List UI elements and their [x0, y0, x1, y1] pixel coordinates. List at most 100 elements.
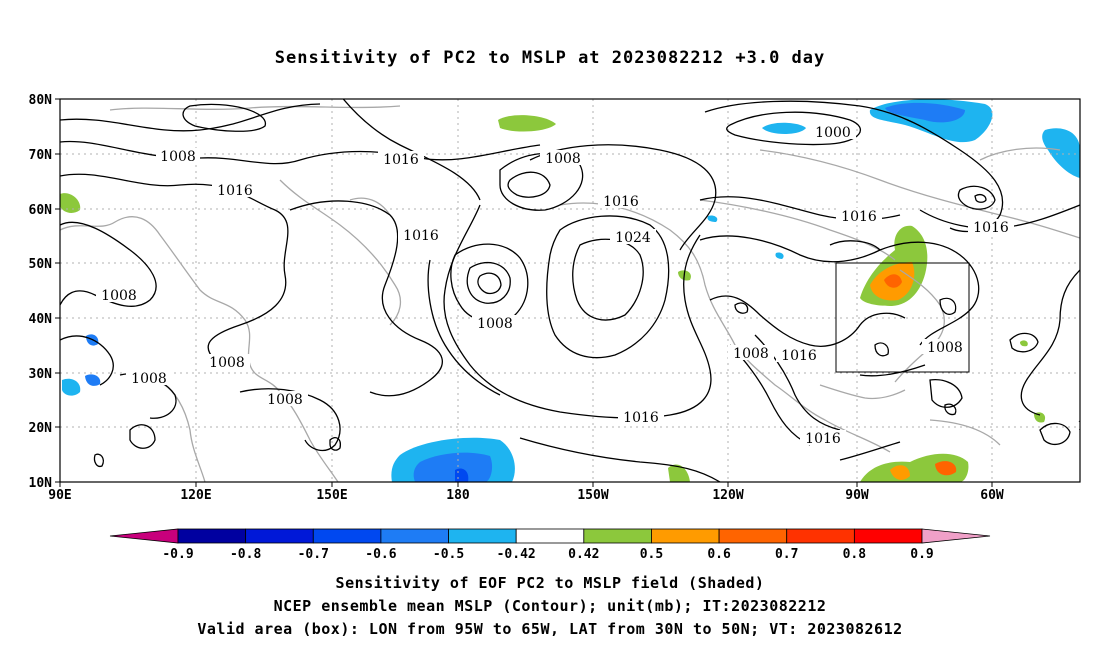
- colorbar-label: -0.9: [162, 547, 193, 562]
- contour-label: 1016: [776, 347, 822, 364]
- svg-text:1016: 1016: [383, 152, 419, 168]
- positive-shading-caribbean: [860, 453, 969, 482]
- negative-shading-small-1: [707, 215, 718, 222]
- positive-shading-atlantic-2: [1020, 340, 1028, 347]
- svg-text:1008: 1008: [267, 392, 303, 408]
- positive-shading-pacific-east: [668, 464, 690, 482]
- svg-text:1016: 1016: [217, 183, 253, 199]
- svg-text:1008: 1008: [160, 149, 196, 165]
- colorbar-cell: [651, 528, 720, 544]
- svg-text:1016: 1016: [603, 194, 639, 210]
- contour-labels: 1008 1016 1016 1008 1016 1000 1016 1016 …: [96, 124, 1080, 447]
- colorbar-cell: [786, 528, 855, 544]
- contour-label: 1016: [598, 193, 644, 210]
- colorbar-label: -0.5: [433, 547, 464, 562]
- colorbar-cell: [380, 528, 449, 544]
- footer-contour-description: NCEP ensemble mean MSLP (Contour); unit(…: [273, 597, 827, 615]
- colorbar-label: -0.7: [298, 547, 329, 562]
- contour-label: 1016: [1077, 418, 1080, 434]
- latitude-labels: 80N 70N 60N 50N 40N 30N 20N 10N: [29, 93, 53, 491]
- lat-label-20n: 20N: [29, 421, 53, 436]
- valid-area-box: [835, 262, 970, 373]
- svg-text:1016: 1016: [805, 431, 841, 447]
- map-frame: [59, 98, 1081, 483]
- colorbar-cell: [718, 528, 788, 544]
- contour-label: 1008: [728, 345, 774, 362]
- negative-shading-greenland: [1042, 128, 1080, 178]
- contour-label: 1016: [618, 409, 664, 426]
- contour-label: 1008: [540, 150, 586, 167]
- svg-text:1016: 1016: [623, 410, 659, 426]
- colorbar-cell: [245, 528, 314, 544]
- footer-valid-area-description: Valid area (box): LON from 95W to 65W, L…: [197, 620, 903, 638]
- lon-label-90e: 90E: [48, 488, 71, 503]
- svg-text:1008: 1008: [101, 288, 137, 304]
- positive-shading-atlantic: [1034, 412, 1046, 423]
- svg-text:1008: 1008: [209, 355, 245, 371]
- svg-text:1008: 1008: [733, 346, 769, 362]
- svg-text:1024: 1024: [615, 230, 651, 246]
- map-plot-area: 1008 1016 1016 1008 1016 1000 1016 1016 …: [60, 99, 1080, 482]
- colorbar-cell: [921, 528, 991, 544]
- shaded-sensitivity: [60, 99, 1080, 482]
- lat-label-40n: 40N: [29, 312, 53, 327]
- colorbar-labels: -0.9 -0.8 -0.7 -0.6 -0.5 -0.42 0.42 0.5 0.6 0.7 0.…: [162, 547, 933, 562]
- colorbar-cell: [177, 528, 247, 544]
- svg-text:1016: 1016: [973, 220, 1009, 236]
- lat-label-50n: 50N: [29, 257, 53, 272]
- svg-text:1016: 1016: [403, 228, 439, 244]
- lon-label-150e: 150E: [316, 488, 347, 503]
- colorbar-label: 0.7: [775, 547, 798, 562]
- contour-label: 1016: [398, 227, 444, 244]
- lat-label-80n: 80N: [29, 93, 53, 108]
- colorbar-cell: [853, 528, 923, 544]
- contour-label: 1024: [610, 229, 656, 246]
- colorbar-cell: [515, 528, 585, 544]
- svg-text:1008: 1008: [545, 151, 581, 167]
- colorbar-cell: [109, 528, 179, 544]
- lon-label-180: 180: [446, 488, 470, 503]
- negative-shading-arctic-core: [885, 102, 965, 123]
- positive-shading-caribbean-orange: [890, 465, 910, 480]
- negative-shading-west-2: [85, 374, 101, 386]
- colorbar-cells: [109, 528, 991, 544]
- colorbar: -0.9 -0.8 -0.7 -0.6 -0.5 -0.42 0.42 0.5 0.6 0.7 0.…: [109, 528, 991, 562]
- lon-label-120w: 120W: [712, 488, 743, 503]
- contour-label: 1008: [204, 354, 250, 371]
- colorbar-label: -0.42: [497, 547, 536, 562]
- lon-label-120e: 120E: [180, 488, 211, 503]
- contour-label: 1008: [126, 370, 172, 387]
- contour-label: 1008: [262, 391, 308, 408]
- contour-label: 1008: [472, 315, 518, 332]
- lon-label-60w: 60W: [980, 488, 1004, 503]
- contour-label: 1016: [378, 151, 424, 168]
- colorbar-cell: [312, 528, 382, 544]
- footer-shading-description: Sensitivity of EOF PC2 to MSLP field (Sh…: [335, 574, 765, 592]
- positive-shading-caribbean-orange-2: [935, 461, 957, 476]
- colorbar-label: -0.6: [365, 547, 396, 562]
- lon-label-150w: 150W: [577, 488, 608, 503]
- colorbar-label: 0.6: [707, 547, 731, 562]
- lat-label-30n: 30N: [29, 367, 53, 382]
- positive-shading-arctic: [498, 115, 556, 132]
- contour-label: 1016: [968, 219, 1014, 236]
- negative-shading-small-2: [775, 252, 784, 259]
- colorbar-label: 0.42: [568, 547, 599, 562]
- contour-label: 1008: [96, 287, 142, 304]
- contour-label: 1008: [156, 148, 200, 165]
- chart-title: Sensitivity of PC2 to MSLP at 2023082212…: [274, 48, 826, 68]
- svg-text:1016: 1016: [841, 209, 877, 225]
- contour-label: 1016: [800, 430, 846, 447]
- colorbar-label: 0.9: [910, 547, 933, 562]
- contour-label: 1000: [810, 124, 856, 141]
- negative-shading-west: [62, 378, 81, 396]
- positive-shading-eastus-red: [884, 274, 902, 288]
- lat-label-10n: 10N: [29, 476, 53, 491]
- lat-label-60n: 60N: [29, 203, 53, 218]
- longitude-labels: 90E 120E 150E 180 150W 120W 90W 60W: [48, 488, 1004, 503]
- svg-text:1016: 1016: [781, 348, 817, 364]
- colorbar-cell: [448, 528, 517, 544]
- mslp-contours: [60, 99, 1080, 482]
- contour-label: 1008: [922, 339, 968, 356]
